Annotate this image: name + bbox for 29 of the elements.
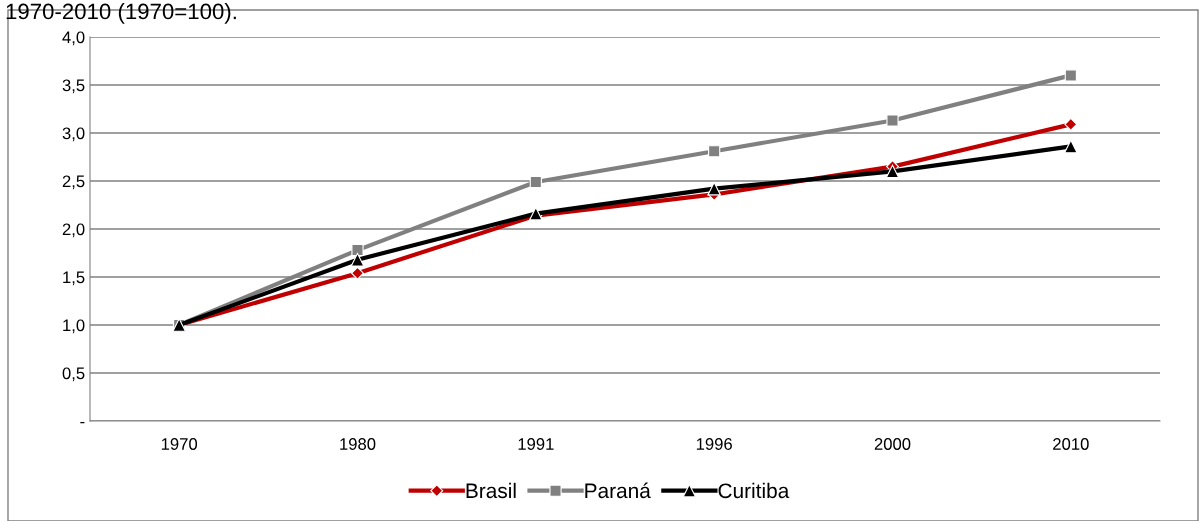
- point: [708, 145, 721, 158]
- x-tick-label: 1996: [696, 438, 732, 450]
- legend-label: Curitiba: [718, 482, 790, 499]
- y-tick-label: 1,5: [63, 271, 85, 286]
- y-tick-label: 2,0: [62, 223, 85, 238]
- x-tick-label: 1991: [518, 438, 554, 450]
- chart-title: 1970-2010 (1970=100).: [6, 3, 236, 24]
- point: [1064, 117, 1078, 131]
- y-tick-label: 1,0: [63, 319, 85, 334]
- y-tick-label: 3,0: [62, 127, 85, 142]
- legend-label: Brasil: [466, 482, 516, 499]
- x-tick-label: 1980: [340, 438, 376, 450]
- y-tick-label: 2,5: [62, 175, 85, 190]
- point: [350, 252, 365, 267]
- point: [886, 114, 899, 127]
- point: [1064, 69, 1077, 82]
- y-tick-label: 4,0: [62, 31, 85, 46]
- point: [707, 181, 721, 196]
- point: [1064, 139, 1078, 154]
- point: [529, 175, 542, 189]
- y-tick-label: -: [80, 421, 85, 424]
- y-tick-label: 3,5: [62, 79, 85, 94]
- point: [885, 164, 900, 179]
- y-tick-label: 0,5: [62, 367, 85, 382]
- point: [351, 266, 364, 280]
- x-tick-label: 2010: [1053, 438, 1089, 450]
- x-tick-label: 1970: [161, 438, 198, 450]
- x-tick-label: 2000: [874, 438, 911, 450]
- legend-label: Paraná: [585, 482, 651, 499]
